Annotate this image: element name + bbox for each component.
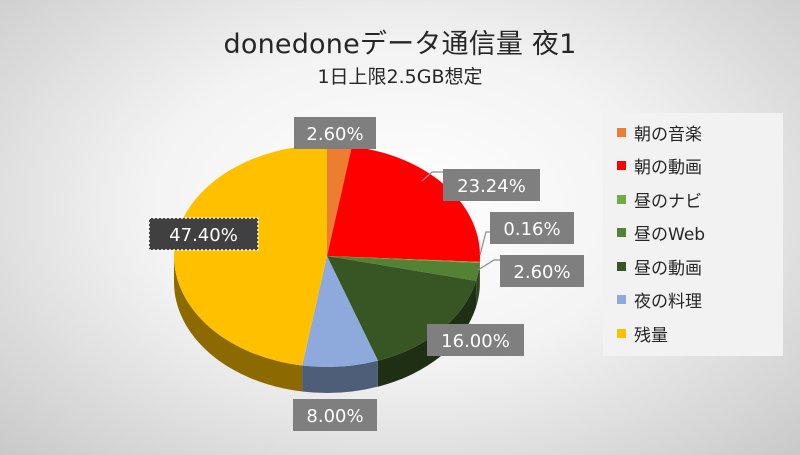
callout-leader-line	[479, 231, 490, 256]
callout-leader-line	[421, 171, 443, 182]
legend: 朝の音楽朝の動画昼のナビ昼のWeb 昼の動画夜の料理残量	[603, 113, 783, 356]
pie-slice-6	[174, 145, 327, 366]
legend-item: 昼のナビ	[617, 184, 702, 214]
pie-slice-side-6	[174, 256, 303, 392]
chart-subtitle: 1日上限2.5GB想定	[317, 66, 483, 88]
pie-slice-0	[327, 145, 352, 256]
data-label: 47.40%	[169, 225, 238, 246]
legend-item: 夜の料理	[617, 285, 702, 315]
legend-label: 夜の料理	[634, 292, 702, 312]
legend-swatch	[617, 194, 626, 204]
chart-title: donedoneデータ通信量 夜1	[223, 29, 577, 60]
data-label-box	[293, 399, 377, 431]
data-label-box	[443, 169, 540, 201]
data-label: 0.16%	[503, 219, 560, 240]
legend-item: 残量	[617, 318, 668, 348]
legend-swatch	[617, 295, 626, 304]
pie-slice-3	[327, 256, 480, 281]
pie-slice-2	[327, 256, 480, 263]
data-label-box	[427, 324, 524, 356]
data-label: 2.60%	[306, 124, 363, 145]
pie-slice-side-4	[377, 280, 477, 387]
legend-label: 昼のナビ	[634, 191, 702, 212]
pie-slice-side-3	[476, 262, 480, 307]
data-label-box	[294, 117, 376, 149]
data-label: 23.24%	[457, 176, 526, 197]
legend-item: 朝の動画	[617, 151, 702, 181]
pie-slice-5	[302, 256, 378, 367]
legend-swatch	[617, 228, 626, 237]
legend-item: 昼の動画	[617, 251, 702, 281]
data-label: 16.00%	[441, 331, 510, 352]
data-label: 2.60%	[513, 262, 570, 283]
data-label-box	[500, 255, 584, 287]
pie-slice-4	[327, 256, 477, 361]
legend-swatch	[617, 261, 626, 271]
callout-leader-line	[477, 259, 500, 271]
pie-slice-1	[327, 146, 480, 262]
pie-top-layer	[174, 145, 480, 367]
legend-label: 昼のWeb	[634, 225, 706, 245]
data-label: 8.00%	[306, 406, 363, 427]
legend-swatch	[617, 328, 626, 338]
pie-callouts-layer: 2.60% 23.24% 0.16% 2.60% 16.00% 8.00% 47.40%	[148, 117, 584, 431]
legend-label: 昼の動画	[634, 258, 702, 279]
legend-swatch	[617, 161, 626, 170]
legend-swatch	[617, 127, 626, 137]
data-label-box	[490, 212, 574, 244]
legend-item: 昼のWeb	[617, 218, 705, 248]
legend-label: 朝の音楽	[634, 124, 702, 145]
pie-depth-layer	[174, 256, 480, 393]
data-label-box	[148, 217, 259, 251]
legend-item: 朝の音楽	[617, 117, 702, 147]
legend-label: 残量	[634, 325, 668, 346]
pie-slice-side-5	[302, 360, 378, 393]
legend-label: 朝の動画	[634, 158, 702, 178]
